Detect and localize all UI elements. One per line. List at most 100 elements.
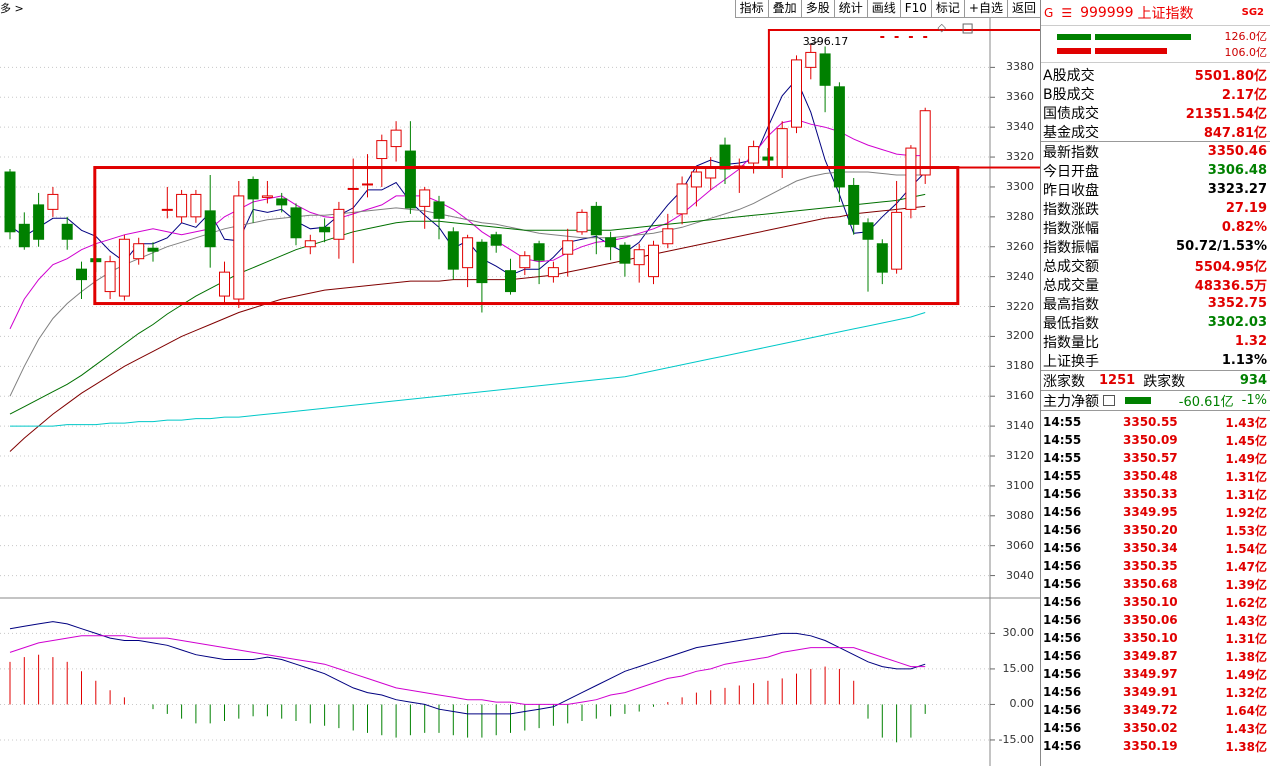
stat-value: 3350.46 <box>1207 144 1267 159</box>
tick-row: 14:55 3350.48 1.31亿 <box>1041 467 1270 485</box>
candle-body <box>419 189 431 207</box>
buy-sell-bars: 126.0亿 106.0亿 <box>1041 26 1270 63</box>
candle-body <box>33 204 45 240</box>
bar-bottom-value: 106.0亿 <box>1224 46 1268 59</box>
tick-price: 3350.68 <box>1123 577 1178 591</box>
price-tick-label: 3040 <box>1006 568 1034 582</box>
tick-amount: 1.64亿 <box>1225 703 1267 718</box>
stat-value: 5504.95亿 <box>1194 260 1267 275</box>
candle-body <box>633 249 645 266</box>
stat-row: B股成交 2.17亿 <box>1041 84 1270 104</box>
price-tick-label: 3360 <box>1006 90 1034 104</box>
tick-price: 3350.06 <box>1123 613 1178 627</box>
toolbar-button[interactable]: 返回 <box>1006 0 1040 18</box>
tick-amount: 1.53亿 <box>1225 523 1267 538</box>
stat-label: 最低指数 <box>1043 315 1099 332</box>
consolidation-box <box>93 166 960 306</box>
tick-row: 14:56 3349.91 1.32亿 <box>1041 683 1270 701</box>
tick-amount: 1.39亿 <box>1225 577 1267 592</box>
main-flow-pct: -1% <box>1241 393 1267 408</box>
stat-row: 指数振幅 50.72/1.53% <box>1041 237 1270 256</box>
candle-body <box>505 270 516 293</box>
tick-row: 14:56 3349.72 1.64亿 <box>1041 701 1270 719</box>
macd-dif-line <box>9 621 926 715</box>
candle-body <box>862 222 874 240</box>
quote-header: G ☰ 999999 上证指数 SG2 <box>1041 0 1270 26</box>
stat-row: 最低指数 3302.03 <box>1041 313 1270 332</box>
index-name: 上证指数 <box>1137 5 1194 22</box>
tick-row: 14:55 3350.57 1.49亿 <box>1041 449 1270 467</box>
price-tick-label: 3220 <box>1006 299 1034 313</box>
left-scroll-marker[interactable]: 多 > <box>0 2 24 15</box>
stat-row: 最高指数 3352.75 <box>1041 294 1270 313</box>
stat-value: 3352.75 <box>1207 296 1267 311</box>
toolbar-button[interactable]: 指标 <box>734 0 768 18</box>
stat-value: 48336.5万 <box>1194 279 1267 294</box>
candle-body <box>462 237 474 269</box>
menu-icon[interactable]: ☰ <box>1061 5 1073 20</box>
toolbar-button[interactable]: 画线 <box>866 0 900 18</box>
tick-row: 14:56 3350.10 1.62亿 <box>1041 593 1270 611</box>
price-tick-label: 3300 <box>1006 179 1034 193</box>
sg-badge[interactable]: SG2 <box>1241 7 1264 18</box>
candle-body <box>4 171 16 233</box>
stat-row: 指数量比 1.32 <box>1041 332 1270 351</box>
stat-value: 3323.27 <box>1207 182 1267 197</box>
stat-row: 总成交额 5504.95亿 <box>1041 256 1270 276</box>
stat-label: 上证换手 <box>1043 353 1099 370</box>
stat-label: 昨日收盘 <box>1043 182 1099 199</box>
candle-body <box>376 140 388 160</box>
stat-value: 1.13% <box>1221 353 1267 368</box>
spike-box <box>767 29 1040 169</box>
toolbar-button[interactable]: F10 <box>899 0 931 18</box>
stat-value: 2.17亿 <box>1221 88 1267 103</box>
tick-time: 14:56 <box>1043 559 1082 573</box>
candle-body <box>662 228 674 245</box>
tick-list[interactable]: 14:55 3350.55 1.43亿 14:55 3350.09 1.45亿 14:55 3… <box>1041 411 1270 755</box>
up-label: 涨家数 <box>1043 373 1085 390</box>
tick-price: 3350.19 <box>1123 739 1178 753</box>
tick-row: 14:56 3350.10 1.31亿 <box>1041 629 1270 647</box>
tick-row: 14:56 3350.33 1.31亿 <box>1041 485 1270 503</box>
candle-body <box>333 208 345 240</box>
main-flow-label: 主力净额 <box>1043 393 1099 410</box>
price-tick-label: 3260 <box>1006 239 1034 253</box>
tick-amount: 1.54亿 <box>1225 541 1267 556</box>
candle-body <box>133 243 145 260</box>
toolbar-button[interactable]: 统计 <box>833 0 867 18</box>
tick-amount: 1.49亿 <box>1225 451 1267 466</box>
candle-body <box>676 183 688 215</box>
candle-body <box>690 171 702 188</box>
price-tick-label: 3120 <box>1006 449 1034 462</box>
stat-value: 847.81亿 <box>1203 126 1267 141</box>
candle-body <box>519 255 531 269</box>
stat-row: 昨日收盘 3323.27 <box>1041 180 1270 199</box>
candle-body <box>76 268 87 281</box>
turnover-section: A股成交 5501.80亿 B股成交 2.17亿 国债成交 21351.54亿 基金成交 84… <box>1041 63 1270 142</box>
tick-amount: 1.45亿 <box>1225 433 1267 448</box>
kline-chart[interactable]: ◇ <box>0 0 1040 766</box>
stat-value: 27.19 <box>1225 201 1267 216</box>
candle-body <box>719 144 731 170</box>
list-icon[interactable] <box>1103 395 1115 406</box>
tick-amount: 1.43亿 <box>1225 721 1267 736</box>
tick-amount: 1.32亿 <box>1225 685 1267 700</box>
tick-row: 14:56 3350.06 1.43亿 <box>1041 611 1270 629</box>
candle-body <box>319 226 331 233</box>
candle-body <box>576 211 588 233</box>
stat-label: 总成交额 <box>1043 258 1099 275</box>
candle-body <box>791 59 802 128</box>
toolbar-button[interactable]: +自选 <box>963 0 1007 18</box>
bar-top-value: 126.0亿 <box>1224 30 1268 43</box>
toolbar-button[interactable]: 多股 <box>800 0 834 18</box>
tick-time: 14:55 <box>1043 451 1082 465</box>
toolbar-button[interactable]: 叠加 <box>767 0 801 18</box>
main-flow-bar <box>1125 397 1151 404</box>
green-bar-2 <box>1095 34 1191 40</box>
candle-body <box>247 178 259 200</box>
candle-body <box>833 86 845 188</box>
kline-chart-pane[interactable]: ◇ 多 > 指标 叠加 多股 统计 画线 F10 标记 +自选 返回 3040 3060 3080 3… <box>0 0 1040 766</box>
toolbar-button[interactable]: 标记 <box>930 0 964 18</box>
g-icon[interactable]: G <box>1044 5 1054 20</box>
